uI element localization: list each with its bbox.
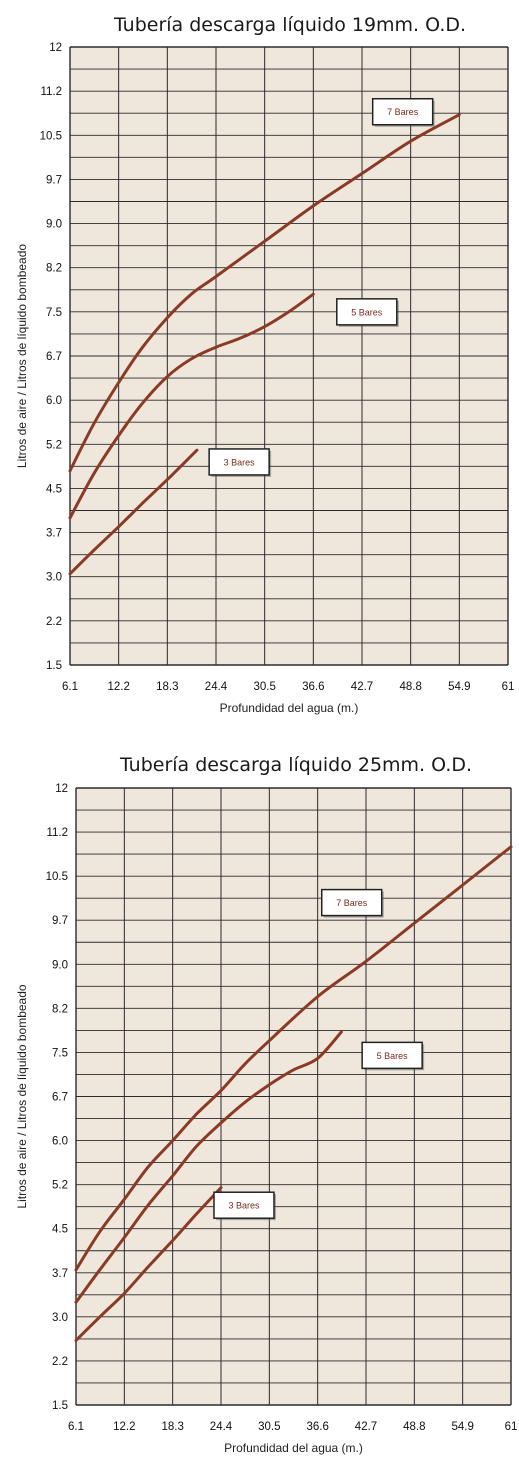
y-tick-label: 11.2 xyxy=(40,86,62,98)
x-tick-label: 18.3 xyxy=(156,681,178,693)
y-tick-label: 9.0 xyxy=(52,959,68,971)
x-tick-label: 36.6 xyxy=(306,1421,328,1433)
callout-box xyxy=(208,448,270,476)
y-tick-label: 7.5 xyxy=(46,307,62,319)
series-line-5-bares xyxy=(74,1030,343,1304)
x-tick-label: 42.7 xyxy=(355,1421,377,1433)
callout-label: 3 Bares xyxy=(228,1201,260,1211)
y-tick-label: 3.7 xyxy=(46,528,62,540)
x-tick-label: 18.3 xyxy=(161,1421,183,1433)
callout-7-bares: 7 Bares xyxy=(320,888,384,918)
y-tick-label: 6.7 xyxy=(46,351,62,363)
y-tick-label: 9.7 xyxy=(52,915,68,927)
x-tick-label: 6.1 xyxy=(68,1421,84,1433)
x-tick-label: 24.4 xyxy=(210,1421,233,1433)
y-tick-label: 2.2 xyxy=(46,616,62,628)
y-tick-label: 1.5 xyxy=(46,660,62,672)
chart-title: Tubería descarga líquido 19mm. O.D. xyxy=(113,14,466,36)
x-tick-label: 61 xyxy=(502,681,515,693)
y-axis-label: Litros de aire / Litros de líquido bombe… xyxy=(15,244,29,468)
x-tick-label: 36.6 xyxy=(302,681,324,693)
y-tick-label: 7.5 xyxy=(52,1047,68,1059)
grid xyxy=(75,787,512,1406)
callout-label: 5 Bares xyxy=(377,1051,409,1061)
x-axis-label: Profundidad del agua (m.) xyxy=(220,701,359,715)
y-tick-label: 9.7 xyxy=(46,174,62,186)
callout-label: 7 Bares xyxy=(387,107,419,117)
callout-label: 3 Bares xyxy=(224,457,256,467)
series-line-7-bares xyxy=(74,845,513,1272)
x-tick-label: 12.2 xyxy=(113,1421,135,1433)
x-tick-label: 24.4 xyxy=(205,681,228,693)
y-tick-label: 8.2 xyxy=(46,263,62,275)
y-tick-label: 5.2 xyxy=(52,1180,68,1192)
y-tick-label: 12 xyxy=(49,42,62,54)
y-tick-label: 3.0 xyxy=(52,1312,68,1324)
y-tick-label: 6.7 xyxy=(52,1092,68,1104)
y-tick-label: 11.2 xyxy=(46,827,68,839)
y-tick-label: 6.0 xyxy=(46,395,62,407)
callout-box xyxy=(213,1191,275,1219)
callout-label: 5 Bares xyxy=(351,307,383,317)
callout-label: 7 Bares xyxy=(336,898,368,908)
x-tick-label: 42.7 xyxy=(351,681,373,693)
series-line-3-bares xyxy=(68,448,199,576)
x-tick-label: 48.8 xyxy=(403,1421,425,1433)
series-line-7-bares xyxy=(68,113,461,473)
x-tick-label: 48.8 xyxy=(399,681,421,693)
x-tick-label: 12.2 xyxy=(107,681,129,693)
x-tick-label: 54.9 xyxy=(451,1421,473,1433)
y-tick-label: 1.5 xyxy=(52,1400,68,1412)
x-tick-label: 6.1 xyxy=(62,681,78,693)
y-tick-label: 3.7 xyxy=(52,1268,68,1280)
y-tick-label: 6.0 xyxy=(52,1136,68,1148)
chart-2: 12 11.2 10.5 9.7 9.0 8.2 7.5 6.7 6.0 5.2 4.5 3.7 3.0… xyxy=(15,754,517,1455)
y-tick-label: 5.2 xyxy=(46,439,62,451)
y-tick-label: 10.5 xyxy=(46,871,68,883)
x-tick-label: 54.9 xyxy=(448,681,470,693)
x-tick-label: 30.5 xyxy=(253,681,275,693)
y-tick-label: 9.0 xyxy=(46,219,62,231)
y-tick-label: 10.5 xyxy=(40,130,62,142)
callout-5-bares: 5 Bares xyxy=(336,298,399,327)
y-tick-label: 12 xyxy=(55,783,68,795)
y-tick-label: 2.2 xyxy=(52,1356,68,1368)
callout-7-bares: 7 Bares xyxy=(371,97,435,127)
callout-box xyxy=(336,298,398,326)
series-line-3-bares xyxy=(74,1186,223,1342)
y-tick-label: 8.2 xyxy=(52,1003,68,1015)
callout-box xyxy=(371,97,434,126)
callout-5-bares: 5 Bares xyxy=(361,1041,425,1071)
y-tick-label: 4.5 xyxy=(46,483,62,495)
callout-box xyxy=(361,1041,423,1070)
chart-1: 12 11.2 10.5 9.7 9.0 8.2 7.5 6.7 6.0 5.2 4.5 3.7 3.0… xyxy=(15,14,514,715)
y-tick-label: 4.5 xyxy=(52,1224,68,1236)
x-axis-label: Profundidad del agua (m.) xyxy=(224,1441,363,1455)
x-tick-label: 61 xyxy=(505,1421,518,1433)
series-line-5-bares xyxy=(68,292,315,520)
chart-title: Tubería descarga líquido 25mm. O.D. xyxy=(119,754,472,776)
callout-3-bares: 3 Bares xyxy=(213,1191,276,1221)
y-tick-label: 3.0 xyxy=(46,572,62,584)
callout-3-bares: 3 Bares xyxy=(208,448,272,477)
y-axis-label: Litros de aire / Litros de líquido bombe… xyxy=(15,984,29,1208)
grid xyxy=(69,46,509,666)
callout-box xyxy=(320,888,383,917)
x-tick-label: 30.5 xyxy=(258,1421,280,1433)
